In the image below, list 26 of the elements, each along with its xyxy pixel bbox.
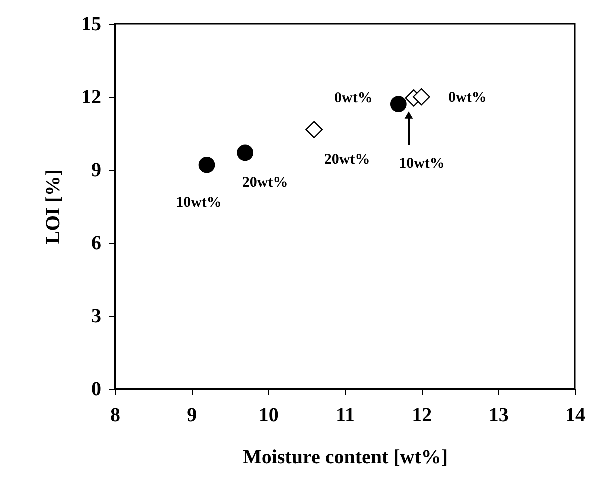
x-tick-label: 12: [412, 404, 432, 426]
y-tick-label: 12: [82, 86, 102, 108]
x-tick-label: 10: [258, 404, 279, 426]
annotation: 20wt%: [242, 174, 288, 191]
point: [390, 96, 407, 112]
annotation: 0wt%: [448, 90, 487, 106]
x-tick-label: 13: [488, 404, 509, 426]
y-tick-label: 15: [82, 14, 102, 36]
point: [306, 121, 323, 139]
y-tick-label: 0: [92, 378, 102, 400]
point: [413, 88, 430, 106]
x-tick-label: 11: [336, 404, 355, 426]
annotation: 10wt%: [176, 195, 222, 212]
y-tick-label: 9: [92, 160, 102, 182]
annotation: 20wt%: [324, 152, 370, 168]
point: [237, 144, 254, 162]
x-axis-title: Moisture content [wt%]: [242, 446, 448, 468]
x-tick-label: 9: [187, 404, 198, 426]
y-tick-label: 6: [92, 232, 102, 254]
point: [198, 156, 216, 174]
x-tick-label: 8: [110, 404, 120, 426]
y-tick-label: 3: [92, 306, 102, 328]
annotation: 0wt%: [334, 90, 373, 106]
y-axis-title: LOI [%]: [42, 170, 64, 244]
x-tick-label: 14: [566, 404, 586, 426]
annotation: 10wt%: [399, 156, 445, 172]
